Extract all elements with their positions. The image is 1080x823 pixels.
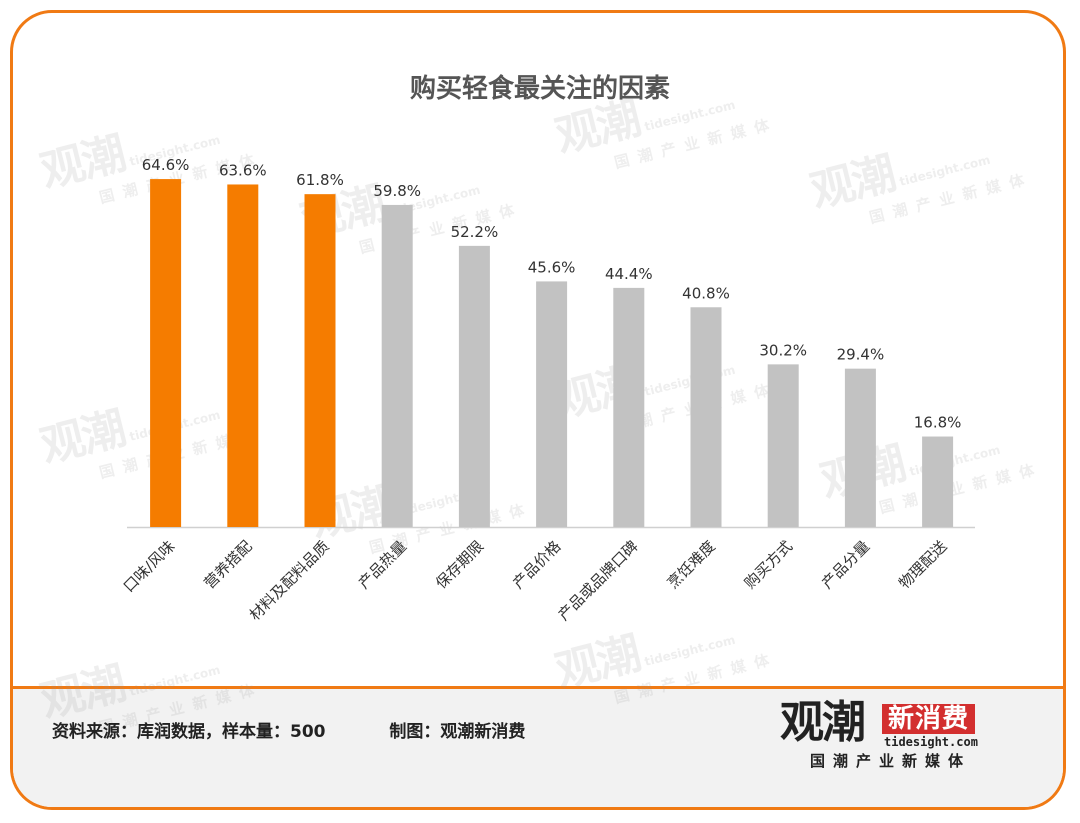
category-label: 产品分量	[818, 537, 873, 592]
source-text: 资料来源：库润数据，样本量：500	[52, 722, 326, 742]
bar	[458, 245, 490, 527]
credit-text: 制图：观潮新消费	[389, 722, 526, 742]
logo-badge: 新消费	[882, 704, 976, 734]
bar	[381, 204, 413, 528]
bar	[767, 364, 799, 527]
logo-site: tidesight.com	[884, 735, 978, 749]
data-label: 61.8%	[296, 171, 344, 189]
logo-main-text: 观潮	[780, 697, 866, 748]
data-label: 44.4%	[605, 265, 653, 283]
category-label: 材料及配料品质	[246, 537, 333, 624]
category-label: 保存期限	[432, 537, 487, 592]
category-label: 营养搭配	[200, 537, 255, 592]
chart-title: 购买轻食最关注的因素	[409, 74, 670, 104]
source-note: 资料来源：库润数据，样本量：500 制图：观潮新消费	[52, 717, 583, 742]
category-label: 购买方式	[741, 537, 796, 592]
bar	[227, 184, 259, 527]
data-label: 16.8%	[914, 414, 962, 432]
bar	[844, 368, 876, 527]
data-label: 45.6%	[528, 258, 576, 276]
category-label: 口味/风味	[120, 537, 179, 596]
category-label: 物理配送	[895, 537, 950, 592]
data-label: 59.8%	[373, 182, 421, 200]
bar	[922, 436, 954, 527]
brand-logo: 观潮 新消费 tidesight.com 国潮产业新媒体	[780, 698, 1010, 776]
logo-tagline: 国潮产业新媒体	[810, 752, 972, 770]
data-label: 52.2%	[451, 223, 499, 241]
data-label: 40.8%	[682, 284, 730, 302]
bar	[150, 179, 182, 527]
bar	[613, 287, 645, 527]
bar	[536, 281, 568, 527]
bar	[690, 307, 722, 527]
category-label: 产品或品牌口碑	[555, 537, 642, 624]
chart-frame	[10, 10, 1066, 810]
data-label: 64.6%	[142, 156, 190, 174]
category-label: 烹饪难度	[664, 537, 719, 592]
data-label: 30.2%	[759, 341, 807, 359]
category-label: 产品热量	[355, 537, 410, 592]
data-label: 29.4%	[837, 346, 885, 364]
bar	[304, 194, 336, 528]
data-label: 63.6%	[219, 161, 267, 179]
category-label: 产品价格	[509, 537, 564, 592]
